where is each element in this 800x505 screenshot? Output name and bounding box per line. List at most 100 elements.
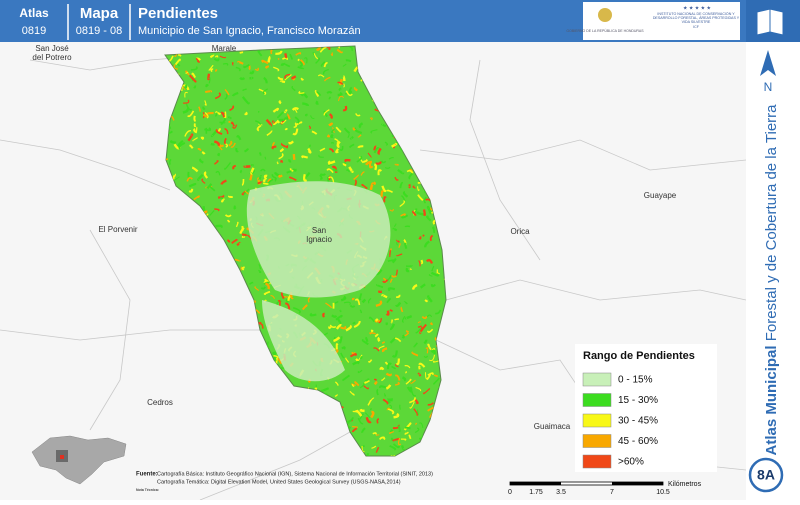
scale-tick-label: 0 [508, 489, 512, 496]
note-label: Nota Técnica: [136, 488, 159, 492]
slope-texture [332, 143, 334, 144]
map-label: Mapa [80, 5, 119, 22]
scale-segment [612, 482, 663, 485]
atlas-label: Atlas [19, 6, 49, 20]
slope-texture [285, 129, 287, 130]
scale-tick-label: 10.5 [656, 489, 670, 496]
sidebar-title-bold: Atlas Municipal [763, 345, 780, 455]
slope-texture [293, 169, 295, 170]
place-label: Guaimaca [534, 422, 571, 431]
logo-right: INSTITUTO NACIONAL DE CONSERVACIÓN Y DES… [652, 12, 740, 36]
sidebar-title-rest: Forestal y de Cobertura de la Tierra [763, 104, 780, 346]
scale-segment [536, 482, 561, 485]
slope-texture [228, 240, 230, 242]
slope-texture [390, 310, 392, 311]
slope-texture [352, 426, 357, 427]
legend-swatch [583, 455, 611, 468]
slope-texture [379, 291, 382, 292]
sidebar-title: Atlas Municipal Forestal y de Cobertura … [763, 104, 780, 456]
slope-texture [337, 344, 338, 349]
slope-texture [241, 170, 242, 172]
legend-label: 45 - 60% [618, 436, 658, 447]
slope-texture [405, 244, 406, 249]
slope-texture [391, 430, 392, 432]
slope-texture [277, 162, 278, 164]
place-label: San [312, 226, 326, 235]
slope-texture [377, 390, 378, 395]
slope-texture [265, 157, 266, 159]
slope-texture [425, 300, 427, 301]
slope-texture [331, 135, 333, 137]
sheet-number: 8A [757, 467, 775, 483]
slope-texture [329, 124, 332, 126]
slope-texture [374, 182, 375, 184]
slope-texture [424, 209, 425, 214]
scale-tick-label: 1.75 [529, 489, 543, 496]
slope-texture [406, 265, 412, 266]
slope-texture [421, 260, 422, 263]
slope-texture [206, 84, 208, 86]
source-line: Cartografía Básica: Instituto Geográfico… [157, 471, 433, 477]
slope-texture [336, 149, 338, 152]
slope-texture [405, 428, 411, 429]
slope-texture [409, 435, 410, 438]
place-label: del Potrero [32, 53, 72, 62]
slope-texture [395, 319, 399, 320]
slope-texture [279, 175, 282, 176]
place-label: Ignacio [306, 235, 332, 244]
slope-texture [375, 379, 377, 380]
slope-texture [343, 76, 344, 81]
place-label: Cedros [147, 398, 173, 407]
slope-texture [361, 410, 365, 411]
slope-texture [218, 154, 219, 156]
slope-texture [329, 161, 335, 163]
slope-texture [353, 322, 355, 323]
scale-tick-label: 7 [610, 489, 614, 496]
slope-texture [276, 358, 277, 364]
slope-texture [371, 331, 372, 332]
legend-swatch [583, 414, 611, 427]
logo-stars: ★ ★ ★ ★ ★ [683, 5, 711, 11]
legend-label: 30 - 45% [618, 416, 658, 427]
slope-texture [278, 58, 279, 59]
slope-texture [260, 153, 261, 156]
slope-texture [371, 408, 372, 409]
slope-texture [229, 121, 231, 122]
slope-texture [416, 209, 417, 212]
legend-title: Rango de Pendientes [583, 350, 695, 362]
slope-texture [320, 174, 325, 175]
slope-texture [195, 123, 196, 126]
slope-texture [390, 250, 391, 256]
logo-right-text: INSTITUTO NACIONAL DE CONSERVACIÓN Y DES… [653, 12, 739, 24]
source-line: Cartografía Temática: Digital Elevation … [157, 479, 401, 485]
slope-texture [346, 160, 351, 161]
slope-texture [400, 405, 401, 410]
slope-texture [382, 342, 384, 343]
slope-texture [306, 114, 308, 115]
title: Pendientes [138, 5, 218, 22]
slope-texture [386, 374, 390, 376]
slope-texture [302, 156, 307, 157]
slope-texture [240, 78, 244, 79]
slope-texture [375, 382, 377, 384]
place-label: Orica [510, 227, 530, 236]
slope-texture [405, 226, 410, 227]
map-code: 0819 - 08 [76, 25, 122, 37]
legend-label: >60% [618, 457, 644, 468]
slope-texture [379, 338, 380, 341]
slope-texture [285, 53, 286, 58]
legend-label: 15 - 30% [618, 395, 658, 406]
slope-texture [250, 175, 251, 181]
scale-unit: Kilómetros [668, 481, 702, 488]
subtitle: Municipio de San Ignacio, Francisco Mora… [138, 25, 361, 37]
slope-texture [376, 319, 378, 321]
north-label: N [764, 80, 773, 94]
book-icon [757, 9, 783, 35]
slope-texture [332, 315, 336, 316]
place-label: San José [35, 44, 69, 53]
scale-tick-label: 3.5 [556, 489, 566, 496]
slope-texture [240, 52, 243, 53]
slope-texture [201, 138, 203, 140]
place-label: El Porvenir [98, 225, 137, 234]
